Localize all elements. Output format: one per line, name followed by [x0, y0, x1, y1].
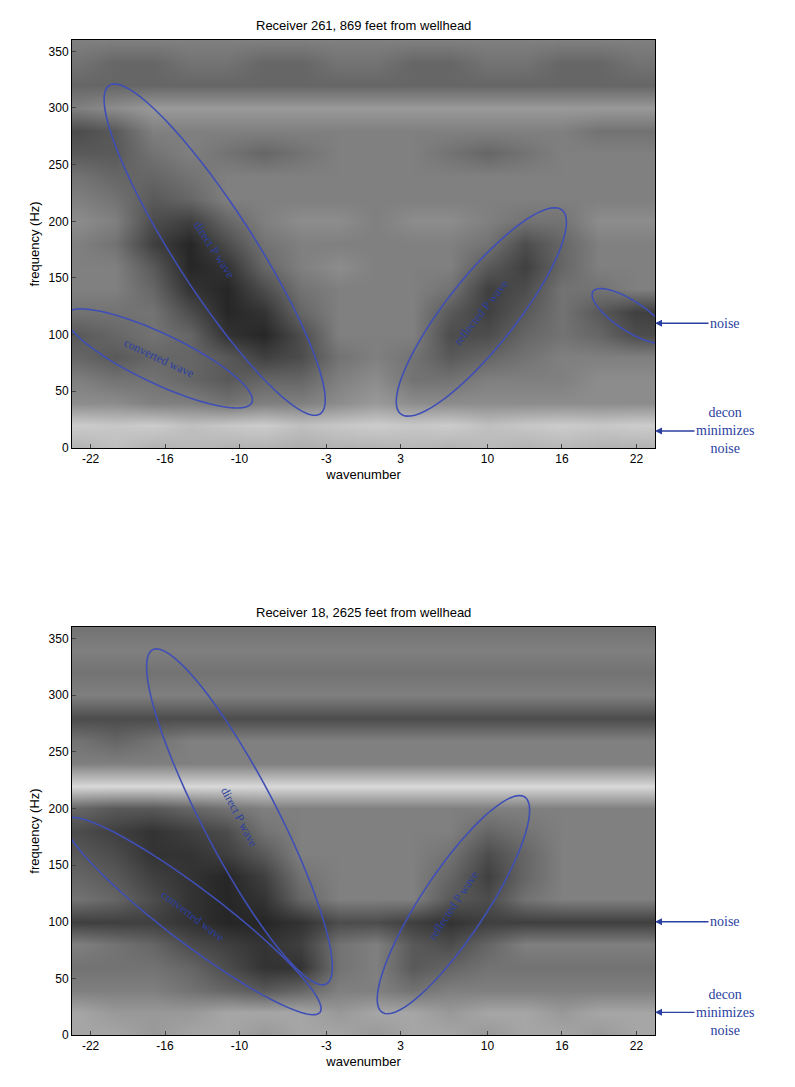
svg-text:Receiver 18, 2625 feet from we: Receiver 18, 2625 feet from wellhead [256, 605, 471, 620]
svg-text:-10: -10 [231, 452, 249, 466]
svg-text:-10: -10 [231, 1039, 249, 1053]
svg-text:direct P wave: direct P wave [191, 219, 238, 281]
svg-text:deconminimizesnoise: deconminimizesnoise [696, 405, 754, 456]
svg-text:noise: noise [710, 914, 740, 929]
svg-text:250: 250 [49, 158, 69, 172]
svg-text:10: 10 [481, 1039, 495, 1053]
svg-text:50: 50 [55, 384, 69, 398]
svg-text:frequency (Hz): frequency (Hz) [27, 788, 42, 873]
svg-text:-3: -3 [321, 452, 332, 466]
svg-text:200: 200 [49, 802, 69, 816]
svg-text:10: 10 [481, 452, 495, 466]
svg-text:50: 50 [55, 972, 69, 986]
svg-text:-22: -22 [82, 452, 100, 466]
svg-text:frequency (Hz): frequency (Hz) [27, 201, 42, 286]
svg-text:150: 150 [49, 858, 69, 872]
svg-text:reflected P wave: reflected P wave [451, 277, 511, 348]
svg-text:0: 0 [62, 441, 69, 455]
svg-text:reflected P wave: reflected P wave [426, 868, 482, 942]
svg-text:0: 0 [62, 1028, 69, 1042]
svg-text:converted wave: converted wave [122, 335, 196, 380]
svg-text:-22: -22 [82, 1039, 100, 1053]
svg-text:300: 300 [49, 688, 69, 702]
svg-text:direct P wave: direct P wave [218, 785, 260, 849]
svg-text:16: 16 [555, 452, 569, 466]
svg-text:converted wave: converted wave [158, 888, 227, 945]
svg-text:wavenumber: wavenumber [325, 1054, 401, 1069]
svg-text:350: 350 [49, 45, 69, 59]
svg-text:wavenumber: wavenumber [325, 467, 401, 482]
svg-text:3: 3 [397, 1039, 404, 1053]
svg-text:300: 300 [49, 101, 69, 115]
svg-text:250: 250 [49, 745, 69, 759]
svg-text:22: 22 [630, 1039, 644, 1053]
svg-text:-16: -16 [156, 452, 174, 466]
svg-text:100: 100 [49, 915, 69, 929]
svg-text:noise: noise [710, 316, 740, 331]
svg-text:-3: -3 [321, 1039, 332, 1053]
svg-text:200: 200 [49, 215, 69, 229]
svg-text:150: 150 [49, 271, 69, 285]
svg-text:-16: -16 [156, 1039, 174, 1053]
svg-text:3: 3 [397, 452, 404, 466]
svg-text:350: 350 [49, 632, 69, 646]
svg-text:16: 16 [555, 1039, 569, 1053]
svg-text:deconminimizesnoise: deconminimizesnoise [696, 987, 754, 1038]
svg-text:Receiver 261, 869 feet from we: Receiver 261, 869 feet from wellhead [256, 18, 471, 33]
svg-text:100: 100 [49, 328, 69, 342]
svg-text:22: 22 [630, 452, 644, 466]
